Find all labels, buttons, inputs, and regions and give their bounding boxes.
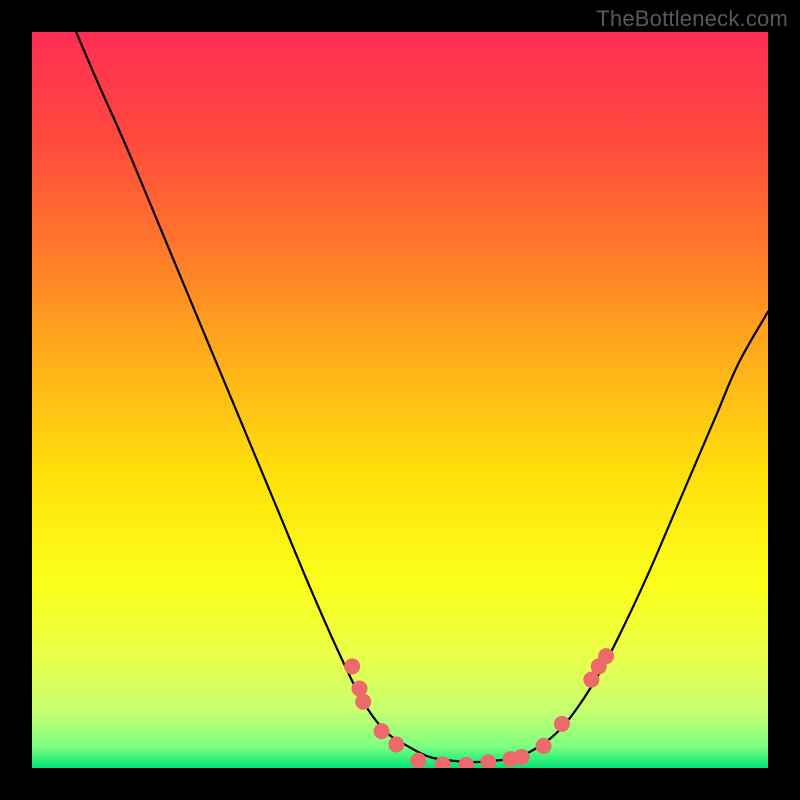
scatter-marker <box>458 757 474 768</box>
scatter-marker <box>388 736 404 752</box>
curve-layer <box>32 32 768 768</box>
scatter-marker <box>355 694 371 710</box>
scatter-markers <box>344 648 614 768</box>
scatter-marker <box>513 749 529 765</box>
scatter-marker <box>480 754 496 768</box>
bottleneck-curve <box>76 32 768 762</box>
scatter-marker <box>536 738 552 754</box>
scatter-marker <box>374 723 390 739</box>
attribution-text: TheBottleneck.com <box>596 6 788 32</box>
scatter-marker <box>344 658 360 674</box>
chart-area <box>32 32 768 768</box>
scatter-marker <box>554 716 570 732</box>
scatter-marker <box>598 648 614 664</box>
scatter-marker <box>410 753 426 768</box>
